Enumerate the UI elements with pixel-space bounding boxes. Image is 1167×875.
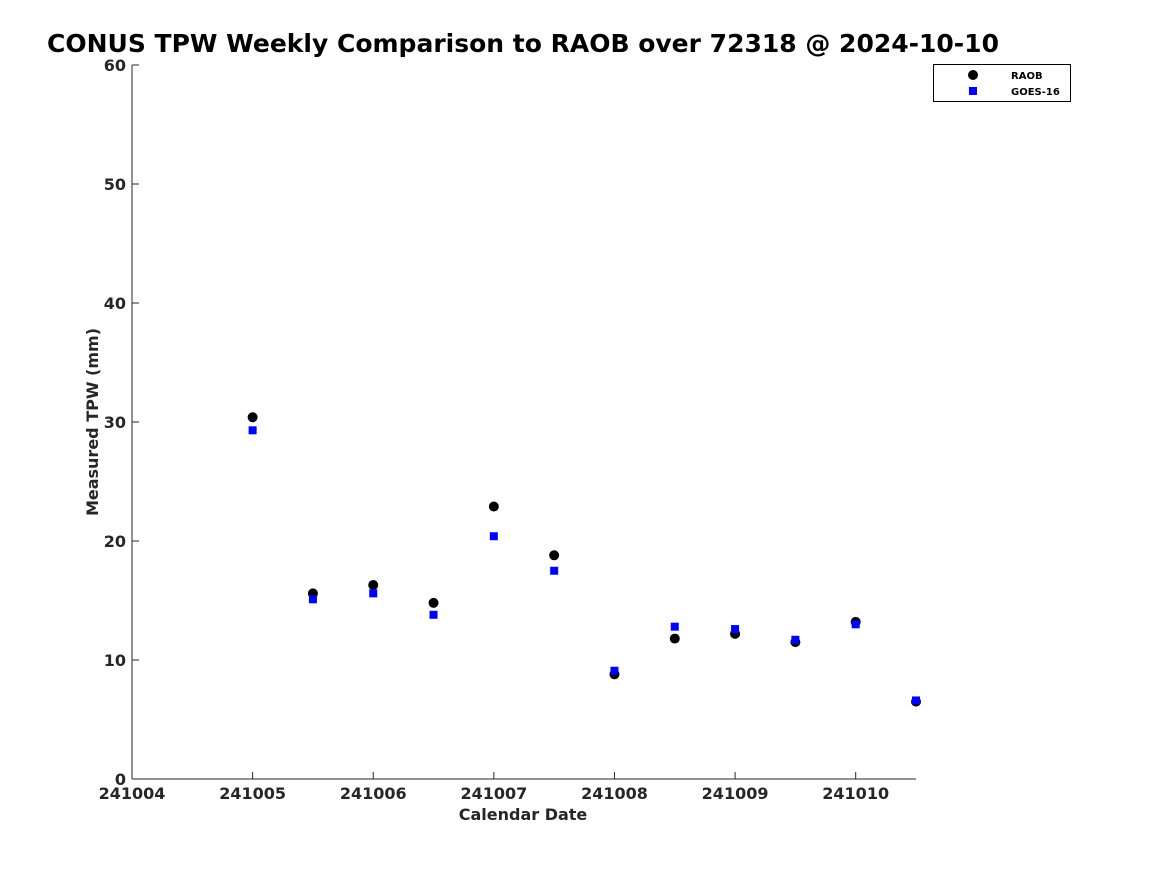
legend-marker-goes-16 — [969, 87, 977, 95]
y-tick-label: 10 — [104, 651, 126, 670]
data-point-goes-16 — [731, 625, 740, 634]
data-point-goes-16 — [550, 566, 559, 575]
data-point-goes-16 — [429, 610, 438, 619]
data-point-raob — [247, 412, 258, 423]
y-tick-label: 0 — [115, 770, 126, 789]
data-point-raob — [549, 550, 560, 561]
x-tick-label: 241006 — [340, 784, 407, 803]
legend-label-goes-16: GOES-16 — [1011, 87, 1060, 98]
legend-marker-raob — [968, 70, 978, 80]
data-point-goes-16 — [670, 622, 679, 631]
y-tick-label: 60 — [104, 56, 126, 75]
data-point-goes-16 — [248, 426, 257, 435]
x-tick-label: 241009 — [702, 784, 769, 803]
legend-label-raob: RAOB — [1011, 71, 1043, 82]
x-tick-label: 241004 — [99, 784, 166, 803]
data-point-goes-16 — [489, 532, 498, 541]
data-point-goes-16 — [369, 589, 378, 598]
plot-area: 0 10 20 30 40 50 60 241004 241005 241006 241007 241… — [99, 56, 921, 803]
data-point-goes-16 — [308, 595, 317, 604]
legend: RAOB GOES-16 — [933, 64, 1071, 102]
legend-box — [933, 64, 1071, 102]
y-tick-label: 40 — [104, 294, 126, 313]
y-tick-label: 30 — [104, 413, 126, 432]
data-point-goes-16 — [791, 635, 800, 644]
data-point-raob — [428, 597, 439, 608]
data-point-raob — [669, 633, 680, 644]
x-tick-label: 241008 — [581, 784, 648, 803]
x-axis-label: Calendar Date — [459, 805, 588, 824]
x-tick-label: 241007 — [460, 784, 527, 803]
data-point-goes-16 — [610, 666, 619, 675]
y-tick-label: 50 — [104, 175, 126, 194]
x-tick-label: 241010 — [822, 784, 889, 803]
data-point-goes-16 — [912, 696, 920, 705]
data-point-raob — [368, 580, 379, 591]
chart-title: CONUS TPW Weekly Comparison to RAOB over… — [47, 29, 999, 58]
y-axis-label: Measured TPW (mm) — [83, 328, 102, 516]
data-point-goes-16 — [851, 620, 860, 629]
y-tick-label: 20 — [104, 532, 126, 551]
data-point-raob — [488, 501, 499, 512]
x-tick-label: 241005 — [219, 784, 286, 803]
